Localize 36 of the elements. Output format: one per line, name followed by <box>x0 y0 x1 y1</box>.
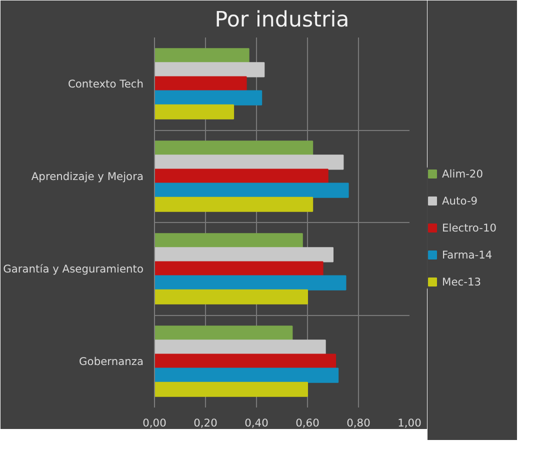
bar <box>154 289 308 304</box>
bar <box>154 340 326 355</box>
bar <box>154 76 247 92</box>
bar <box>154 154 344 170</box>
bar <box>154 182 349 198</box>
legend-label: Farma-14 <box>442 248 492 261</box>
x-tick-label: 0,20 <box>194 416 218 430</box>
y-tick-label: Aprendizaje y Mejora <box>31 170 144 183</box>
bar <box>154 368 339 383</box>
bar <box>154 233 303 248</box>
bar <box>154 261 324 276</box>
bar <box>154 326 293 341</box>
legend-label: Mec-13 <box>442 275 482 288</box>
y-tick-label: Garantía y Aseguramiento <box>3 262 144 276</box>
x-tick-label: 0,40 <box>244 416 269 430</box>
bar <box>154 354 336 369</box>
bar <box>154 62 265 78</box>
bar <box>154 168 328 184</box>
x-tick-label: 1,00 <box>398 416 422 430</box>
x-tick-label: 0,60 <box>296 416 320 430</box>
chart-title: Por industria <box>214 8 350 32</box>
x-tick-label: 0,00 <box>142 416 167 430</box>
x-tick-label: 0,80 <box>346 416 371 430</box>
legend-label: Alim-20 <box>442 167 483 180</box>
bar <box>154 140 314 156</box>
bar <box>154 275 346 290</box>
y-tick-label: Gobernanza <box>79 354 144 368</box>
legend-label: Electro-10 <box>442 221 497 234</box>
y-tick-label: Contexto Tech <box>68 77 144 90</box>
bar <box>154 104 234 120</box>
legend-label: Auto-9 <box>442 194 478 207</box>
bar <box>154 48 250 64</box>
bar <box>154 90 262 106</box>
bar <box>154 247 334 262</box>
bar <box>154 382 308 397</box>
bar <box>154 196 314 212</box>
